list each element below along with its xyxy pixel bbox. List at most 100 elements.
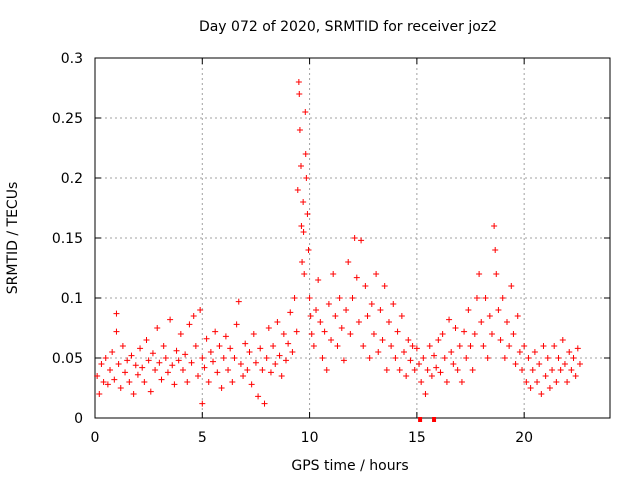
data-point bbox=[299, 259, 306, 265]
data-point bbox=[469, 367, 476, 373]
data-point bbox=[156, 359, 163, 366]
data-point bbox=[171, 381, 178, 388]
data-point bbox=[276, 352, 283, 359]
data-point bbox=[126, 379, 133, 385]
data-point bbox=[235, 298, 242, 305]
data-point bbox=[405, 337, 412, 343]
data-point bbox=[504, 319, 510, 325]
data-point bbox=[561, 361, 568, 367]
data-point bbox=[401, 349, 407, 355]
data-point bbox=[488, 331, 495, 337]
data-point bbox=[237, 361, 244, 367]
data-point bbox=[293, 328, 300, 335]
data-point bbox=[199, 400, 206, 407]
data-point bbox=[167, 316, 174, 323]
data-point bbox=[338, 325, 345, 331]
y-tick-labels: 0 0.05 0.1 0.15 0.2 0.25 0.3 bbox=[52, 51, 83, 427]
data-point bbox=[188, 359, 195, 366]
data-point bbox=[195, 373, 201, 379]
data-point bbox=[272, 361, 279, 367]
gap-marker bbox=[432, 417, 437, 422]
data-points bbox=[94, 79, 583, 407]
x-tick-label: 5 bbox=[198, 430, 207, 446]
data-point bbox=[139, 364, 146, 371]
data-point bbox=[362, 283, 369, 289]
data-point bbox=[130, 391, 137, 397]
data-point bbox=[334, 343, 341, 349]
data-point bbox=[294, 187, 301, 193]
data-point bbox=[506, 343, 513, 349]
data-point bbox=[478, 319, 485, 325]
data-point bbox=[542, 373, 549, 379]
data-point bbox=[437, 369, 444, 376]
plot-frame bbox=[94, 57, 611, 419]
data-point bbox=[536, 361, 543, 367]
data-point bbox=[527, 385, 534, 391]
data-point bbox=[439, 331, 446, 337]
data-point bbox=[298, 223, 305, 229]
data-point bbox=[385, 319, 392, 325]
x-axis-label: GPS time / hours bbox=[291, 458, 408, 474]
data-point bbox=[473, 295, 480, 301]
data-point bbox=[315, 277, 322, 283]
data-point bbox=[510, 331, 517, 337]
data-point bbox=[203, 335, 210, 342]
data-point bbox=[190, 313, 197, 319]
data-point bbox=[570, 355, 577, 361]
data-point bbox=[448, 349, 455, 355]
data-point bbox=[225, 367, 232, 373]
data-point bbox=[467, 343, 474, 349]
data-point bbox=[499, 295, 506, 301]
grid-lines bbox=[95, 58, 610, 418]
data-point bbox=[553, 379, 560, 385]
data-point bbox=[491, 223, 498, 229]
data-point bbox=[169, 362, 176, 369]
data-point bbox=[137, 345, 144, 352]
data-point bbox=[317, 319, 324, 325]
data-point bbox=[531, 349, 538, 355]
data-point bbox=[300, 199, 307, 205]
data-point bbox=[313, 307, 320, 313]
y-tick-label: 0.3 bbox=[61, 51, 83, 67]
data-point bbox=[307, 313, 314, 319]
data-point bbox=[328, 337, 335, 343]
data-point bbox=[383, 367, 390, 373]
data-point bbox=[115, 361, 122, 367]
data-point bbox=[231, 355, 238, 361]
data-point bbox=[291, 295, 298, 301]
data-point bbox=[117, 385, 124, 391]
data-point bbox=[332, 313, 339, 319]
data-point bbox=[303, 175, 310, 181]
data-point bbox=[420, 355, 427, 361]
data-point bbox=[463, 355, 470, 361]
data-point bbox=[486, 313, 493, 319]
x-tick-label: 0 bbox=[91, 430, 100, 446]
data-point bbox=[261, 400, 268, 407]
data-point bbox=[134, 371, 141, 378]
data-point bbox=[484, 355, 491, 361]
data-point bbox=[255, 393, 262, 400]
data-point bbox=[375, 349, 382, 355]
data-point bbox=[244, 367, 251, 373]
data-point bbox=[501, 355, 508, 361]
data-point bbox=[199, 355, 206, 361]
data-point bbox=[433, 364, 440, 371]
data-point bbox=[340, 357, 347, 364]
data-point bbox=[214, 369, 221, 376]
data-point bbox=[353, 274, 360, 281]
data-point bbox=[572, 373, 579, 379]
data-point bbox=[534, 379, 541, 385]
data-point bbox=[349, 295, 356, 301]
data-point bbox=[158, 376, 165, 383]
data-point bbox=[431, 352, 438, 359]
data-point bbox=[162, 355, 169, 361]
data-point bbox=[519, 367, 526, 373]
chart-title: Day 072 of 2020, SRMTID for receiver joz… bbox=[199, 19, 497, 35]
data-point bbox=[450, 361, 457, 367]
data-point bbox=[443, 379, 450, 385]
data-point bbox=[252, 359, 259, 366]
data-point bbox=[403, 373, 410, 379]
data-point bbox=[164, 369, 171, 376]
data-point bbox=[143, 337, 150, 343]
y-tick-label: 0.15 bbox=[52, 231, 83, 247]
